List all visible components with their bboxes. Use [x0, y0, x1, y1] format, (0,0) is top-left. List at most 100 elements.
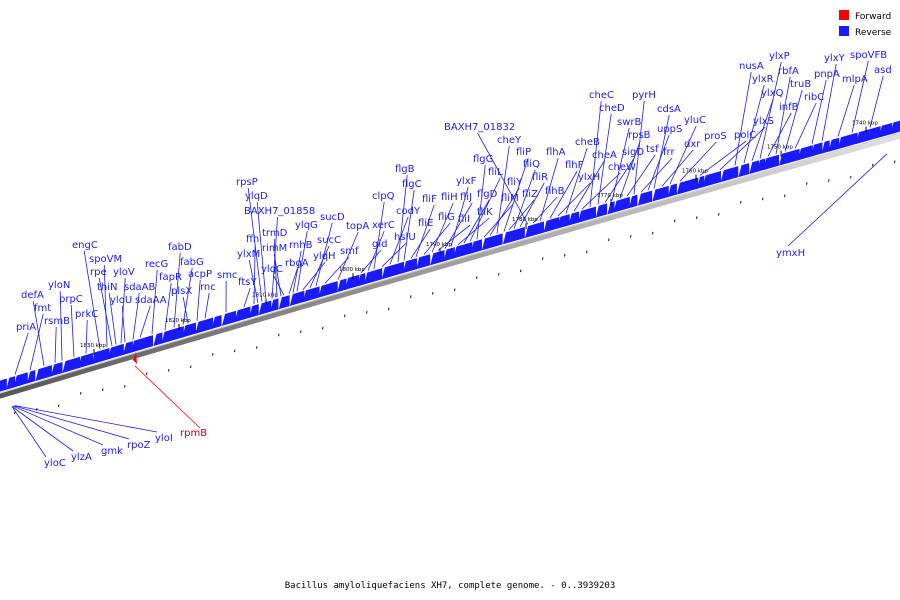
inner-mark [366, 311, 368, 314]
gene-label: ribC [804, 92, 824, 103]
gene-label: cheA [592, 150, 617, 161]
gene-label: engC [72, 240, 98, 251]
gene-leader-line [869, 75, 884, 128]
gene-block [470, 239, 482, 254]
gene-block [779, 148, 800, 166]
inner-mark [124, 384, 126, 388]
gene-leader-line [597, 113, 612, 205]
inner-mark [102, 388, 104, 392]
gene-block [222, 310, 237, 326]
gene-block [613, 196, 630, 213]
gene-label: prpC [59, 294, 83, 305]
inner-mark [498, 272, 500, 276]
gene-leader-line [182, 296, 189, 324]
gene-label: flgD [477, 189, 498, 200]
gene-label: yluC [684, 115, 706, 126]
gene-label: rimM [262, 243, 287, 254]
gene-leader-line [134, 365, 201, 429]
gene-leader-line [775, 76, 791, 155]
gene-label: rnc [200, 282, 216, 293]
gene-block [381, 261, 405, 280]
gene-label: spoVM [89, 254, 122, 265]
gene-leader-line [59, 290, 63, 361]
gene-leader-line [431, 202, 454, 253]
gene-leader-line [589, 100, 602, 207]
gene-leader-line [324, 256, 350, 284]
gene-block [195, 317, 214, 334]
gene-leader-line [508, 199, 535, 231]
backbone-ring [0, 132, 900, 399]
gene-leader-line [463, 199, 490, 244]
inner-mark [608, 238, 610, 242]
gene-block [828, 137, 840, 152]
tick-label: 1800 kbp [339, 267, 365, 273]
legend-reverse-label: Reverse [855, 28, 892, 38]
gene-leader-line [373, 201, 385, 270]
gene-block [258, 300, 272, 316]
inner-mark [256, 346, 258, 349]
gene-label: spoVFB [850, 50, 887, 61]
gene-block [357, 273, 366, 287]
gene-leader-line [12, 405, 104, 446]
gene-label: infB [779, 102, 799, 113]
gene-leader-line [581, 172, 621, 210]
gene-label: pnpA [814, 69, 840, 80]
gene-leader-line [256, 201, 267, 301]
gene-leader-line [734, 71, 752, 166]
gene-label: fapR [159, 272, 182, 283]
gene-leader-line [273, 238, 278, 298]
gene-leader-line [98, 277, 113, 346]
gene-leader-line [296, 230, 308, 292]
gene-label: xerC [372, 220, 395, 231]
gene-block [278, 295, 290, 310]
gene-leader-line [309, 245, 330, 288]
gene-label: cheW [608, 162, 636, 173]
inner-mark [894, 160, 896, 164]
gene-leader-line [83, 250, 101, 350]
gene-block [702, 171, 722, 188]
gene-leader-line [173, 252, 181, 328]
gene-leader-line [13, 405, 130, 440]
gene-leader-line [243, 287, 251, 308]
gene-block [402, 258, 417, 274]
gene-label: rnhB [289, 240, 313, 251]
gene-label: rpoZ [127, 440, 151, 451]
gene-label: polC [734, 130, 756, 141]
gene-label: ylxP [769, 51, 790, 62]
gene-label: fliK [477, 207, 493, 218]
gene-block [443, 247, 455, 262]
inner-mark [718, 213, 720, 216]
gene-block [652, 185, 669, 202]
gene-block [543, 217, 560, 233]
gene-leader-line [248, 259, 259, 303]
gene-block [855, 130, 866, 144]
gene-leader-line [70, 304, 75, 358]
gene-block [607, 201, 615, 215]
gene-block [578, 206, 596, 223]
gene-block [13, 372, 28, 388]
forward-gene-block [133, 352, 137, 365]
gene-block [503, 226, 525, 245]
gene-block [211, 315, 222, 329]
gene-block [720, 166, 739, 183]
gene-label: fliH [441, 192, 458, 203]
inner-mark [432, 291, 434, 295]
inner-mark [586, 250, 588, 254]
gene-leader-line [121, 305, 126, 342]
gene-label: flhF [565, 160, 584, 171]
gene-label: yloN [48, 280, 70, 291]
inner-mark [674, 219, 676, 223]
gene-label: ylxY [824, 53, 846, 64]
gene-leader-line [719, 126, 766, 171]
gene-leader-line [164, 282, 172, 331]
gene-label: sdaAB [124, 282, 156, 293]
gene-block [430, 250, 445, 266]
gene-label: thiN [97, 282, 118, 293]
gene-block [0, 378, 7, 392]
gene-label: rbgA [285, 258, 309, 269]
gene-label: flgG [473, 154, 493, 165]
gene-leader-line [647, 134, 670, 191]
gene-label: prkC [75, 309, 98, 320]
gene-leader-line [450, 186, 469, 247]
gene-leader-line [539, 157, 559, 222]
